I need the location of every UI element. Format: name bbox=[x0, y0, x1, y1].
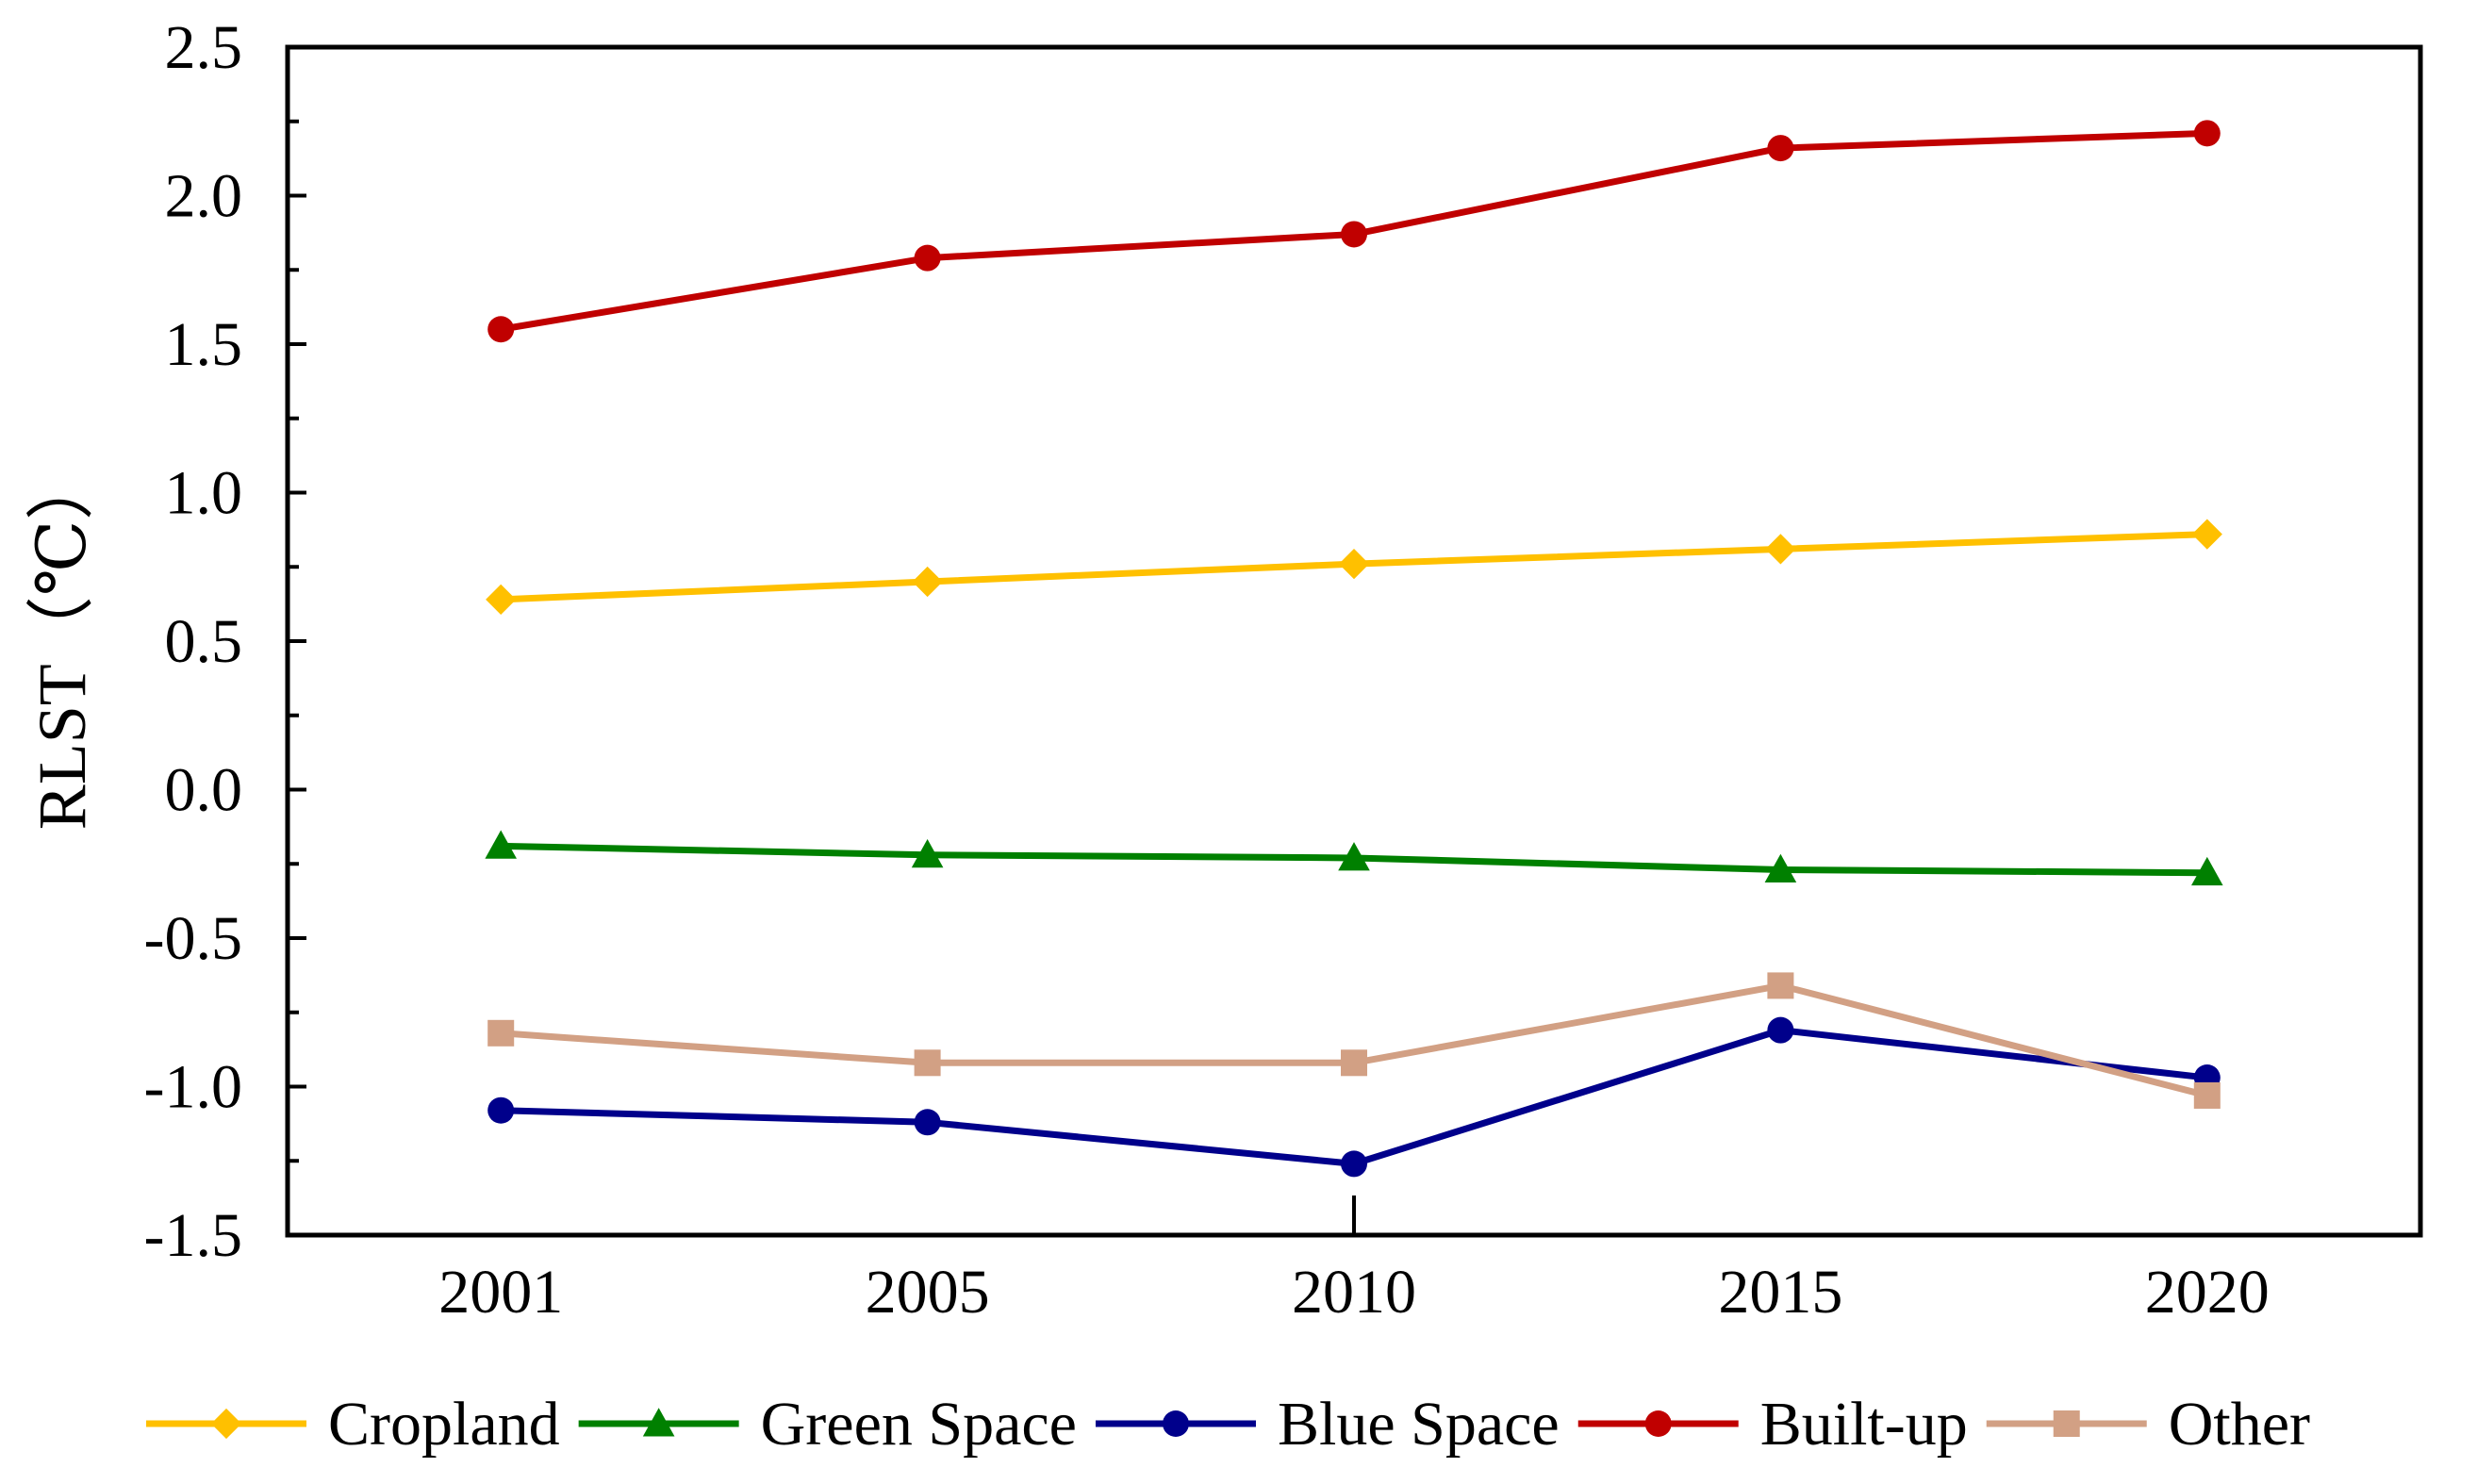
data-point-blue-space bbox=[914, 1109, 941, 1136]
series-other bbox=[487, 972, 2221, 1109]
legend: Cropland Green Space Blue Space Built-up Oth… bbox=[146, 1390, 2310, 1459]
data-point-other bbox=[487, 1019, 515, 1047]
data-point-green-space bbox=[485, 830, 517, 859]
y-tick-label: 2.0 bbox=[165, 162, 243, 231]
data-point-built-up bbox=[1341, 221, 1367, 248]
data-point-other bbox=[1767, 972, 1794, 999]
series-layer bbox=[485, 120, 2223, 1178]
series-line-other bbox=[500, 981, 2208, 1099]
data-point-blue-space bbox=[1341, 1150, 1367, 1178]
data-point-cropland bbox=[1338, 549, 1370, 580]
data-point-cropland bbox=[1765, 534, 1796, 565]
legend-item-built-up: Built-up bbox=[1577, 1390, 1968, 1459]
y-tick-label: 2.5 bbox=[165, 13, 243, 82]
y-tick-label: 0.5 bbox=[165, 607, 243, 676]
data-point-green-space bbox=[1764, 853, 1797, 882]
data-point-cropland bbox=[912, 566, 943, 598]
x-tick-label: 2015 bbox=[1718, 1258, 1842, 1327]
legend-label: Cropland bbox=[328, 1390, 560, 1459]
x-tick-label: 2005 bbox=[866, 1258, 990, 1327]
data-point-other bbox=[2193, 1081, 2221, 1109]
y-axis-title: RLST（℃） bbox=[25, 453, 100, 831]
y-tick-label: -1.5 bbox=[144, 1201, 242, 1270]
legend-swatch-marker bbox=[642, 1408, 675, 1437]
legend-item-green-space: Green Space bbox=[578, 1390, 1077, 1459]
x-tick-label: 2001 bbox=[438, 1258, 563, 1327]
x-tick-label: 2020 bbox=[2145, 1258, 2270, 1327]
series-built-up bbox=[487, 120, 2221, 343]
data-point-cropland bbox=[486, 584, 517, 615]
legend-label: Blue Space bbox=[1278, 1390, 1560, 1459]
y-tick-label: -0.5 bbox=[144, 904, 242, 973]
data-point-other bbox=[1341, 1049, 1367, 1077]
legend-label: Green Space bbox=[761, 1390, 1077, 1459]
legend-swatch-marker bbox=[210, 1408, 242, 1440]
y-tick-label: 1.0 bbox=[165, 459, 243, 528]
data-point-built-up bbox=[1767, 135, 1794, 162]
data-point-blue-space bbox=[1767, 1016, 1794, 1044]
legend-item-cropland: Cropland bbox=[146, 1390, 560, 1459]
data-point-built-up bbox=[914, 244, 941, 272]
data-point-green-space bbox=[2191, 856, 2223, 886]
legend-label: Built-up bbox=[1760, 1390, 1968, 1459]
series-cropland bbox=[486, 519, 2222, 615]
data-point-cropland bbox=[2191, 519, 2222, 550]
series-blue-space bbox=[487, 1016, 2221, 1178]
data-point-blue-space bbox=[487, 1097, 515, 1124]
series-green-space bbox=[485, 830, 2223, 886]
y-tick-label: 0.0 bbox=[165, 756, 243, 825]
x-tick-label: 2010 bbox=[1292, 1258, 1416, 1327]
y-tick-label: -1.0 bbox=[144, 1053, 242, 1122]
legend-swatch-marker bbox=[1162, 1410, 1189, 1437]
legend-item-blue-space: Blue Space bbox=[1095, 1390, 1560, 1459]
legend-swatch-marker bbox=[1644, 1410, 1672, 1437]
data-point-green-space bbox=[911, 839, 944, 868]
legend-swatch-marker bbox=[2053, 1410, 2080, 1437]
data-point-built-up bbox=[487, 316, 515, 343]
legend-label: Other bbox=[2169, 1390, 2310, 1459]
data-point-built-up bbox=[2193, 120, 2221, 147]
y-axis: 2.5 2.0 1.5 1.0 0.5 0.0 -0.5 -1.0 -1.5 bbox=[144, 13, 306, 1270]
legend-item-other: Other bbox=[1986, 1390, 2310, 1459]
x-axis: 2001 2005 2010 2015 2020 bbox=[438, 1195, 2270, 1327]
data-point-other bbox=[914, 1049, 941, 1077]
data-point-green-space bbox=[1338, 842, 1370, 871]
y-tick-label: 1.5 bbox=[165, 310, 243, 379]
